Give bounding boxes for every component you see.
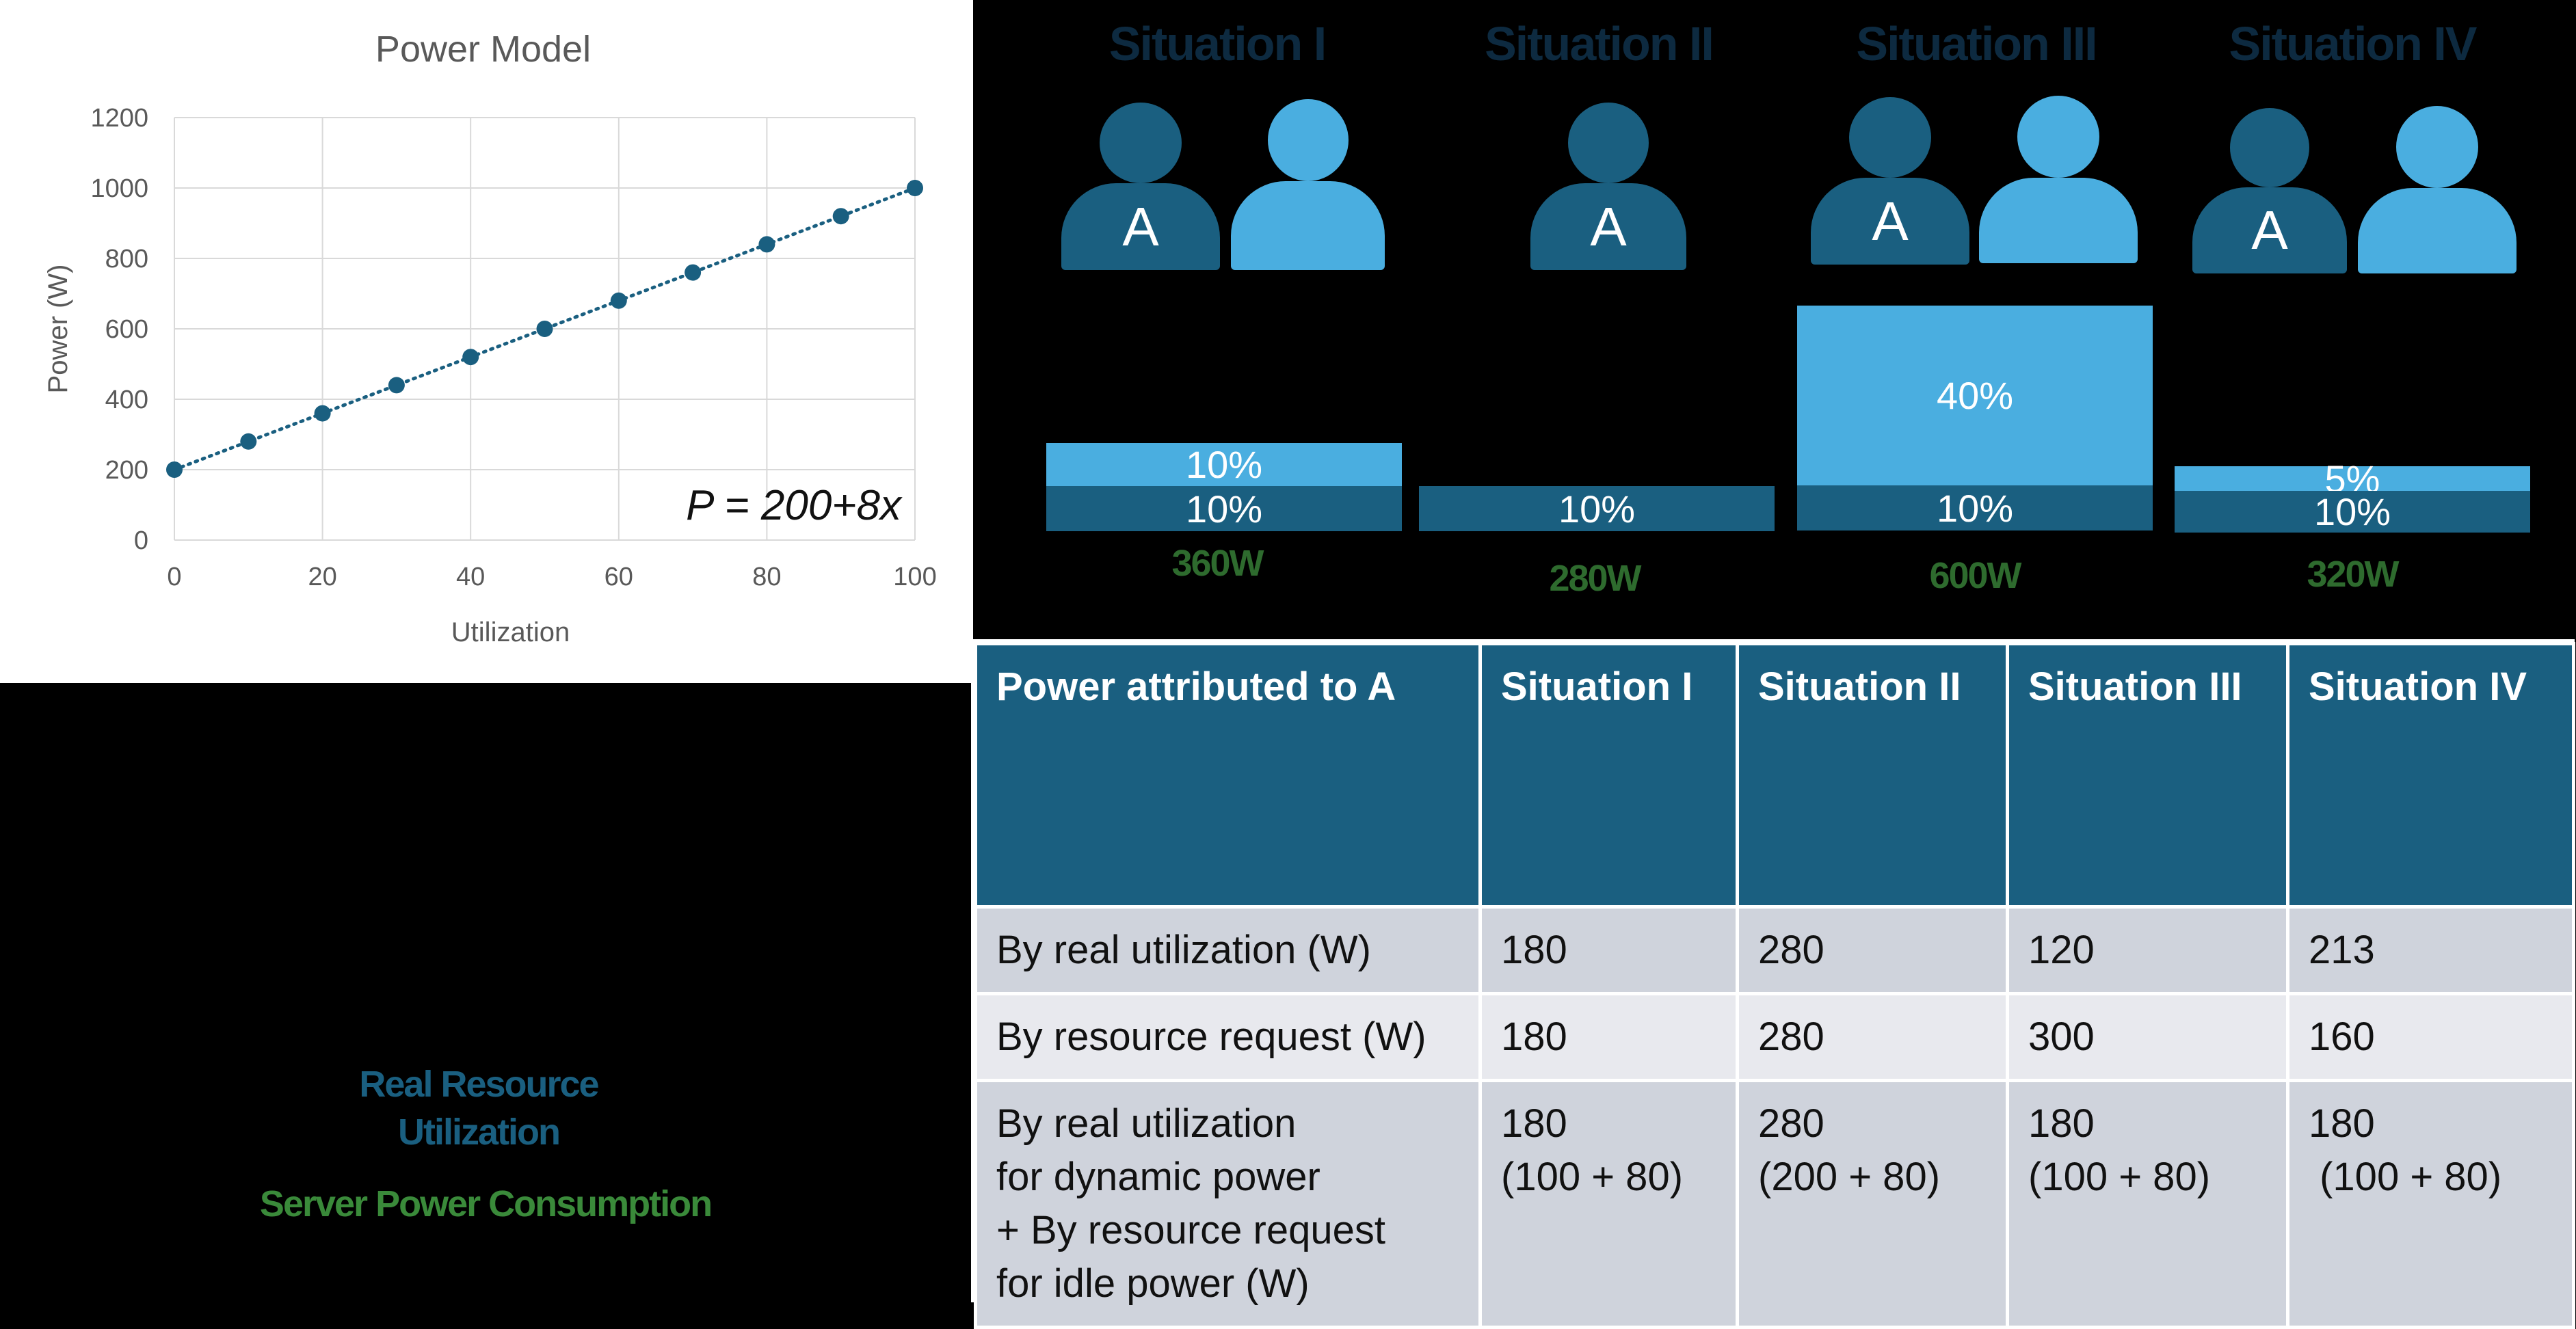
chart-svg: Power Model 0 200 400 600 800 1000 1200 0 20 40 60 8… [43, 29, 937, 647]
header-cell: Situation I [1478, 642, 1739, 909]
x-tick-label: 20 [308, 563, 336, 591]
header-cell: Situation IV [2286, 642, 2575, 909]
table-cell: 180 (100 + 80) [2286, 1079, 2575, 1329]
table-cell: 180 (100 + 80) [1478, 1079, 1739, 1329]
data-point [758, 236, 775, 253]
header-cell: Power attributed to A [974, 642, 1482, 909]
s1-user-a-share: 10% [1046, 486, 1402, 531]
x-tick-label: 40 [456, 563, 485, 591]
table-row: By real utilization (W) 180 280 120 213 [974, 905, 2575, 995]
table-cell: 120 [2006, 905, 2289, 995]
data-point [462, 349, 479, 366]
y-tick-label: 1200 [90, 104, 148, 133]
y-axis-label: Power (W) [43, 265, 73, 394]
y-tick-label: 800 [105, 245, 148, 273]
data-point [166, 461, 183, 478]
table-cell: 280 [1736, 905, 2009, 995]
s1-power-label: 360W [1171, 543, 1264, 584]
user-a-icon: A [1811, 97, 1969, 265]
s4-power-label: 320W [2307, 554, 2399, 595]
power-model-chart: Power Model 0 200 400 600 800 1000 1200 0 20 40 60 8… [0, 0, 973, 683]
user-b-icon [2358, 106, 2517, 273]
table-header-row: Power attributed to A Situation I Situat… [974, 642, 2575, 909]
s3-user-b-share: 40% [1797, 306, 2153, 485]
x-tick-label: 80 [752, 563, 781, 591]
row-label: By real utilization (W) [974, 905, 1482, 995]
user-a-icon: A [1530, 103, 1686, 270]
data-point [907, 180, 923, 196]
situation-3-title: Situation III [1856, 17, 2097, 70]
x-tick-label: 100 [893, 563, 936, 591]
s2-power-label: 280W [1549, 558, 1641, 599]
row-label: By real utilization for dynamic power + … [974, 1079, 1482, 1329]
data-point [388, 377, 405, 394]
chart-title: Power Model [375, 29, 591, 70]
equation-annotation: P = 200+8x [686, 482, 903, 529]
y-tick-label: 200 [105, 456, 148, 485]
table-cell: 180 (100 + 80) [2006, 1079, 2289, 1329]
x-tick-label: 0 [167, 563, 181, 591]
data-point [240, 433, 257, 450]
user-a-icon: A [1061, 103, 1220, 270]
table-cell: 160 [2286, 992, 2575, 1082]
y-tick-label: 0 [134, 526, 148, 555]
x-tick-label: 60 [605, 563, 633, 591]
user-b-icon [1979, 96, 2138, 263]
real-utilization-legend: Real Resource Utilization [359, 1064, 599, 1153]
trendline [172, 186, 917, 472]
s4-user-b-share: 5% [2175, 457, 2530, 500]
situation-2-title: Situation II [1485, 17, 1714, 70]
table-cell: 300 [2006, 992, 2289, 1082]
row-label: By resource request (W) [974, 992, 1482, 1082]
table-row: By resource request (W) 180 280 300 160 [974, 992, 2575, 1082]
data-point [610, 292, 627, 309]
table-cell: 280 [1736, 992, 2009, 1082]
table-row: By real utilization for dynamic power + … [974, 1079, 2575, 1329]
user-a-icon: A [2192, 108, 2347, 273]
server-power-legend: Server Power Consumption [259, 1183, 713, 1224]
attribution-table: Power attributed to A Situation I Situat… [971, 639, 2575, 1329]
table-cell: 180 [1478, 992, 1739, 1082]
data-point [314, 405, 331, 422]
s1-user-b-share: 10% [1046, 443, 1402, 486]
table-cell: 180 [1478, 905, 1739, 995]
header-cell: Situation III [2006, 642, 2289, 909]
data-point [536, 321, 553, 337]
y-tick-label: 400 [105, 386, 148, 414]
y-tick-label: 600 [105, 315, 148, 344]
s3-power-label: 600W [1929, 555, 2021, 596]
situation-1-title: Situation I [1108, 17, 1327, 70]
table-cell: 280 (200 + 80) [1736, 1079, 2009, 1329]
table-cell: 213 [2286, 905, 2575, 995]
data-point [685, 264, 702, 281]
s3-user-a-share: 10% [1797, 485, 2153, 531]
s2-user-a-share: 10% [1419, 486, 1775, 531]
data-point [832, 208, 849, 225]
y-tick-label: 1000 [90, 174, 148, 203]
x-axis-label: Utilization [451, 617, 570, 647]
situation-4-title: Situation IV [2229, 17, 2478, 70]
header-cell: Situation II [1736, 642, 2009, 909]
s4-user-a-share: 10% [2175, 490, 2530, 533]
user-b-icon [1231, 99, 1385, 270]
